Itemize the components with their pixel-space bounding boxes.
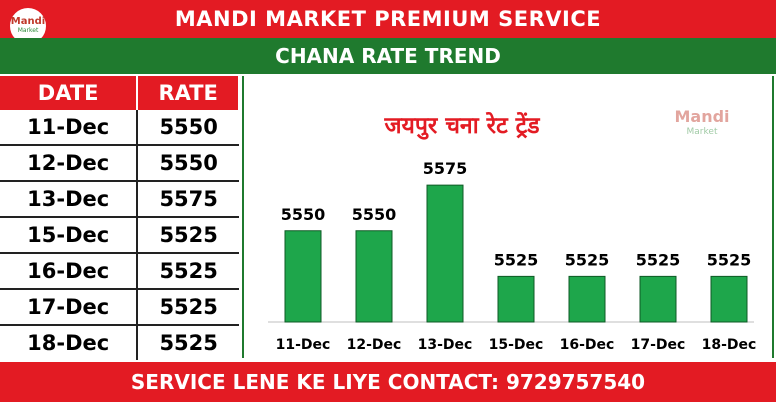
tick-label-16-Dec: 16-Dec [560,337,615,353]
logo-line1: Mandi [10,16,46,27]
bar-13-Dec [426,184,464,323]
date-cell: 11-Dec [0,110,139,146]
bar-16-Dec [568,275,606,323]
bar-17-Dec [639,275,677,323]
table-row: 13-Dec 5575 [0,181,239,218]
data-label-15-Dec: 5525 [494,250,539,269]
rate-table: DATE RATE 11-Dec 5550 12-Dec 5550 13-Dec 55… [0,76,240,360]
bar-12-Dec [355,230,393,323]
data-label-17-Dec: 5525 [636,250,681,269]
rate-cell: 5525 [137,289,239,326]
table-row: 15-Dec 5525 [0,217,239,254]
bar-chart: 5550 11-Dec 5550 12-Dec 5575 13-Dec 5525 15-Dec… [268,159,757,353]
footer-banner [0,362,776,402]
rate-cell: 5550 [137,145,239,182]
page-title: MANDI MARKET PREMIUM SERVICE [174,7,602,31]
watermark-line2: Market [686,127,718,137]
date-cell: 12-Dec [0,145,139,182]
tick-label-11-Dec: 11-Dec [276,337,331,353]
header-rate: RATE [137,76,240,110]
watermark-line1: Mandi [674,107,730,126]
table-row: 16-Dec 5525 [0,253,239,290]
tick-label-15-Dec: 15-Dec [489,337,544,353]
bar-18-Dec [710,275,748,323]
sub-banner [0,38,776,74]
table-row: 18-Dec 5525 [0,325,239,360]
rate-cell: 5525 [137,217,239,254]
table-row: 12-Dec 5550 [0,145,239,182]
tick-label-18-Dec: 18-Dec [702,337,757,353]
rate-cell: 5525 [137,325,239,360]
table-row: 17-Dec 5525 [0,289,239,326]
top-banner [0,0,776,38]
date-cell: 17-Dec [0,289,139,326]
date-cell: 18-Dec [0,325,139,360]
data-label-18-Dec: 5525 [707,250,752,269]
section-title: CHANA RATE TREND [275,44,501,68]
data-label-13-Dec: 5575 [423,159,468,178]
table-header-row: DATE RATE [0,76,240,110]
tick-label-13-Dec: 13-Dec [418,337,473,353]
header-date: DATE [0,76,139,110]
chart-title: जयपुर चना रेट ट्रेंड [384,113,540,139]
rate-cell: 5550 [137,110,239,146]
bar-11-Dec [284,230,322,323]
tick-label-12-Dec: 12-Dec [347,337,402,353]
table-row: 11-Dec 5550 [0,110,239,146]
data-label-11-Dec: 5550 [281,205,326,224]
bar-15-Dec [497,275,535,323]
logo-line2: Market [17,27,39,34]
date-cell: 13-Dec [0,181,139,218]
rate-cell: 5575 [137,181,239,218]
tick-label-17-Dec: 17-Dec [631,337,686,353]
rate-cell: 5525 [137,253,239,290]
data-label-12-Dec: 5550 [352,205,397,224]
date-cell: 15-Dec [0,217,139,254]
date-cell: 16-Dec [0,253,139,290]
watermark-logo: Mandi Market [662,108,742,138]
contact-text: SERVICE LENE KE LIYE CONTACT: 9729757540 [130,370,646,394]
data-label-16-Dec: 5525 [565,250,610,269]
